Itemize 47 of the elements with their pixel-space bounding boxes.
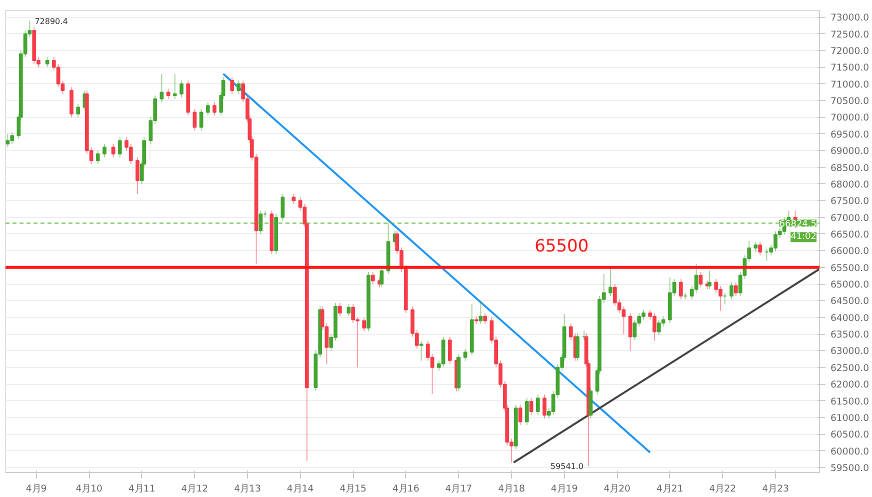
y-tick-label: 61500.0 <box>830 396 870 408</box>
y-tick-label: 62500.0 <box>830 362 870 374</box>
y-tick-label: 65500.0 <box>830 262 870 274</box>
y-tick-label: 68000.0 <box>830 179 870 190</box>
y-tick-label: 64000.0 <box>830 312 870 324</box>
y-tick-label: 61000.0 <box>830 412 870 424</box>
y-tick-label: 70500.0 <box>830 96 870 108</box>
y-tick-label: 59500.0 <box>830 462 870 474</box>
y-tick-label: 64500.0 <box>830 296 870 308</box>
x-tick-label: 4月9 <box>26 484 47 494</box>
x-tick-label: 4月20 <box>604 484 631 494</box>
y-tick-label: 67000.0 <box>830 212 870 224</box>
annotation: 72890.4 <box>34 16 68 26</box>
y-tick-label: 63500.0 <box>830 330 870 341</box>
y-tick-label: 66500.0 <box>830 229 870 240</box>
y-tick-label: 69500.0 <box>830 129 870 140</box>
ref-line-label: 65500 <box>534 236 589 256</box>
y-tick-label: 60500.0 <box>830 430 870 441</box>
x-tick-label: 4月18 <box>498 484 525 494</box>
annotation: 41:02 <box>790 232 816 242</box>
y-tick-label: 67500.0 <box>830 196 870 208</box>
y-tick-label: 71500.0 <box>830 62 870 74</box>
x-tick-label: 4月23 <box>762 484 789 494</box>
y-tick-label: 71000.0 <box>830 79 870 90</box>
y-tick-label: 65000.0 <box>830 280 870 291</box>
x-tick-label: 4月11 <box>128 484 156 494</box>
y-tick-label: 73000.0 <box>830 12 870 24</box>
y-tick-label: 60000.0 <box>830 446 870 458</box>
y-tick-label: 72500.0 <box>830 29 870 40</box>
x-tick-label: 4月13 <box>234 484 261 494</box>
x-tick-label: 4月12 <box>181 484 208 494</box>
x-tick-label: 4月14 <box>286 484 314 494</box>
y-tick-label: 69000.0 <box>830 146 870 158</box>
x-tick-label: 4月17 <box>445 484 472 494</box>
x-tick-label: 4月22 <box>709 484 736 494</box>
x-tick-label: 4月21 <box>656 484 684 494</box>
x-tick-label: 4月15 <box>340 484 367 494</box>
y-tick-label: 70000.0 <box>830 112 870 124</box>
y-tick-label: 66000.0 <box>830 246 870 258</box>
y-tick-label: 62000.0 <box>830 380 870 391</box>
x-tick-label: 4月16 <box>392 484 420 494</box>
y-tick-label: 72000.0 <box>830 46 870 58</box>
x-tick-label: 4月10 <box>76 484 103 494</box>
annotation: 59541.0 <box>550 462 584 472</box>
y-tick-label: 63000.0 <box>830 346 870 358</box>
y-tick-label: 68500.0 <box>830 162 870 174</box>
x-tick-label: 4月19 <box>550 484 578 494</box>
